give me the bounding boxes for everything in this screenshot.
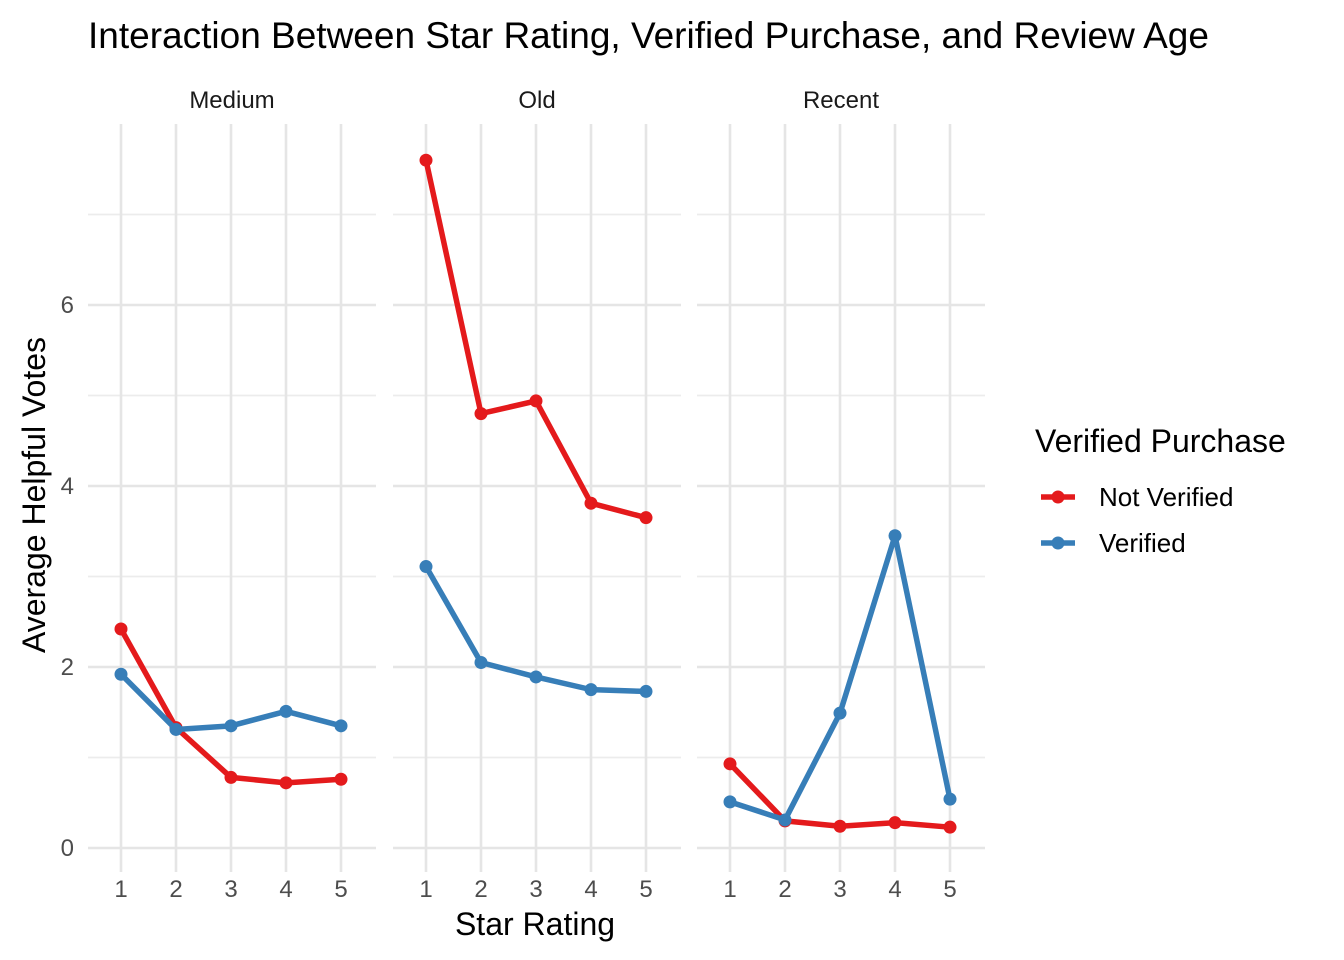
data-point-verified [334, 719, 348, 733]
x-tick-label: 5 [943, 876, 956, 903]
x-tick-label: 1 [419, 876, 432, 903]
data-point-verified [723, 795, 737, 809]
data-point-not-verified [833, 819, 847, 833]
legend-title: Verified Purchase [1035, 423, 1286, 459]
x-tick-label: 3 [529, 876, 542, 903]
data-point-verified [639, 684, 653, 698]
data-point-not-verified [419, 153, 433, 167]
data-point-verified [114, 667, 128, 681]
x-tick-label: 2 [169, 876, 182, 903]
y-tick-label: 4 [61, 473, 74, 500]
data-point-verified [943, 792, 957, 806]
panel-medium: Medium 1 2 3 4 5 0 2 4 6 [61, 87, 376, 903]
legend-label: Verified [1099, 528, 1186, 558]
x-tick-label: 3 [833, 876, 846, 903]
y-axis-title: Average Helpful Votes [16, 337, 52, 653]
data-point-not-verified [584, 496, 598, 510]
x-tick-label: 4 [584, 876, 597, 903]
x-tick-label: 5 [639, 876, 652, 903]
chart-title: Interaction Between Star Rating, Verifie… [88, 15, 1209, 56]
facet-label: Medium [189, 87, 274, 114]
data-point-verified [529, 670, 543, 684]
data-point-verified [584, 683, 598, 697]
facet-panels: Medium 1 2 3 4 5 0 2 4 6 Old 1 2 3 4 5 Recent 1 2 3 4 5 [61, 87, 985, 903]
data-point-verified [279, 704, 293, 718]
x-tick-label: 1 [723, 876, 736, 903]
facet-label: Old [518, 87, 555, 114]
data-point-verified [169, 722, 183, 736]
data-point-verified [888, 529, 902, 543]
x-tick-label: 2 [778, 876, 791, 903]
data-point-not-verified [474, 407, 488, 421]
data-point-not-verified [723, 757, 737, 771]
data-point-not-verified [279, 776, 293, 790]
x-tick-label: 1 [114, 876, 127, 903]
y-tick-label: 0 [61, 835, 74, 862]
data-point-not-verified [529, 394, 543, 408]
data-point-not-verified [888, 816, 902, 830]
legend-label: Not Verified [1099, 482, 1233, 512]
data-point-not-verified [334, 772, 348, 786]
data-point-not-verified [943, 820, 957, 834]
data-point-verified [474, 655, 488, 669]
y-tick-label: 2 [61, 654, 74, 681]
x-tick-label: 2 [474, 876, 487, 903]
facet-label: Recent [803, 87, 879, 114]
data-point-verified [224, 719, 238, 733]
x-tick-label: 3 [224, 876, 237, 903]
data-point-not-verified [114, 622, 128, 636]
x-tick-label: 5 [334, 876, 347, 903]
panel-old: Old 1 2 3 4 5 [393, 87, 681, 903]
x-tick-label: 4 [888, 876, 901, 903]
x-tick-label: 4 [279, 876, 292, 903]
legend-key-point [1051, 490, 1065, 504]
y-tick-label: 6 [61, 292, 74, 319]
legend-key-not-verified [1041, 490, 1075, 504]
panel-recent: Recent 1 2 3 4 5 [697, 87, 985, 903]
data-point-verified [778, 813, 792, 827]
data-point-not-verified [224, 770, 238, 784]
legend-key-verified [1041, 536, 1075, 550]
legend: Verified Purchase Not Verified Verified [1035, 423, 1286, 558]
data-point-verified [833, 706, 847, 720]
x-axis-title: Star Rating [455, 906, 615, 942]
data-point-not-verified [639, 511, 653, 525]
data-point-verified [419, 560, 433, 574]
legend-key-point [1051, 536, 1065, 550]
